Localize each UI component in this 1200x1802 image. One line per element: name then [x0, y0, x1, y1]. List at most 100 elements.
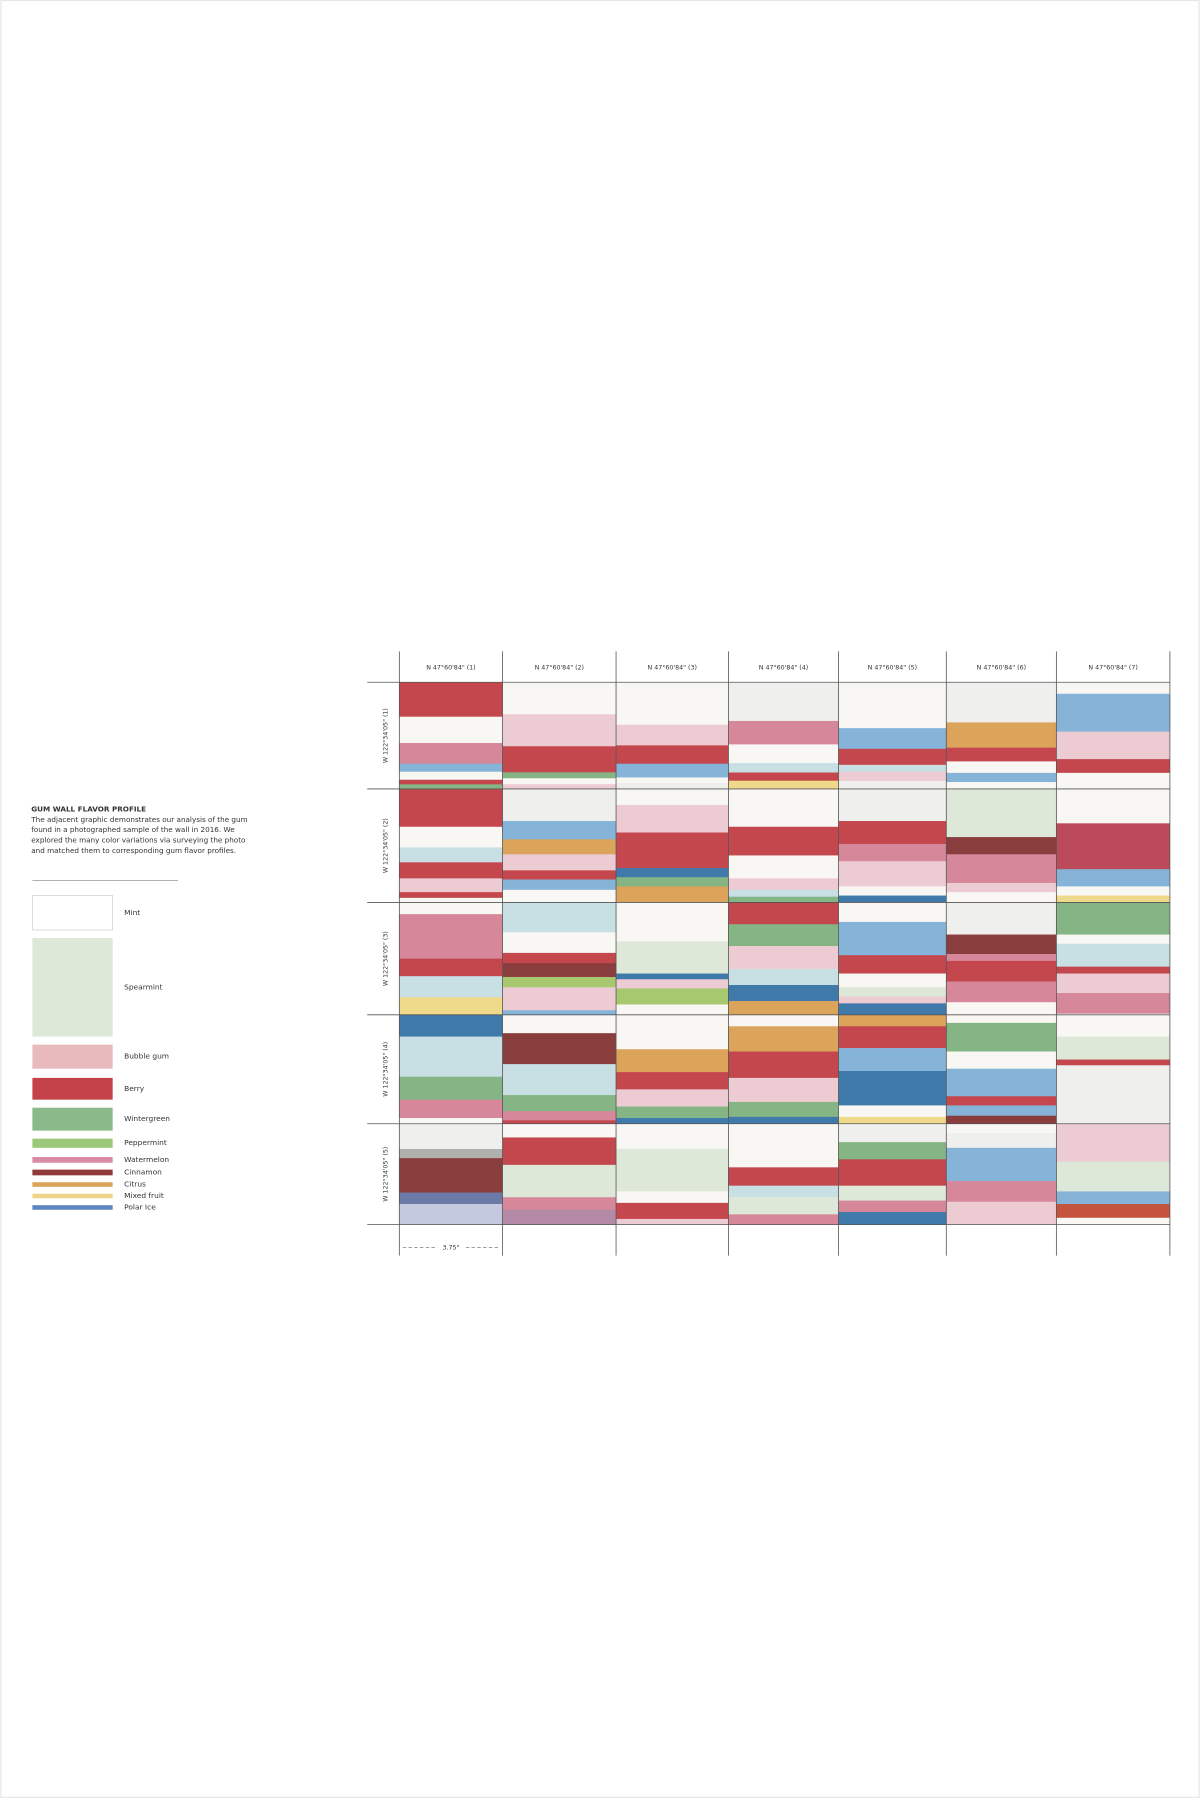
gum-stripe: [502, 902, 617, 933]
gum-stripe: [728, 878, 839, 891]
gum-stripe: [399, 1036, 503, 1078]
gum-stripe: [616, 788, 729, 806]
gum-stripe: [838, 902, 947, 923]
gum-stripe: [1056, 973, 1170, 994]
gum-stripe: [838, 1116, 947, 1125]
gum-stripe: [728, 780, 839, 790]
gum-stripe: [502, 839, 617, 855]
gum-stripe: [502, 1033, 617, 1065]
gum-stripe: [1056, 943, 1170, 967]
column-header: N 47°60'84" (2): [535, 663, 584, 671]
legend-label: Cinnamon: [124, 1167, 162, 1176]
gum-stripe: [616, 1118, 729, 1125]
dimension-label: 3.75": [442, 1245, 459, 1252]
gum-stripe: [502, 1164, 617, 1198]
gum-stripe: [728, 1116, 839, 1125]
gum-stripe: [838, 861, 947, 887]
gum-stripe: [616, 1106, 729, 1119]
gum-stripe: [616, 1014, 729, 1050]
gum-stripe: [1056, 682, 1170, 695]
gum-stripe: [399, 682, 503, 718]
gum-stripe: [502, 1014, 617, 1034]
gum-stripe: [728, 744, 839, 764]
gum-stripe: [616, 886, 729, 903]
gum-stripe: [838, 1159, 947, 1187]
column-header: N 47°60'84" (5): [868, 663, 917, 671]
gum-stripe: [616, 1218, 729, 1226]
gum-stripe: [1056, 1013, 1170, 1016]
legend-swatch: [32, 1077, 113, 1100]
row-header: W 122°34'05" (3): [382, 931, 390, 986]
legend-label: Berry: [124, 1084, 145, 1093]
gum-stripe: [399, 1148, 503, 1159]
gum-stripe: [502, 682, 617, 715]
gum-stripe: [616, 877, 729, 887]
gum-stripe: [1056, 1161, 1170, 1192]
description-line: The adjacent graphic demonstrates our an…: [30, 815, 247, 824]
legend-swatch: [32, 1157, 113, 1163]
gum-stripe: [1056, 693, 1170, 732]
gum-stripe: [1056, 902, 1170, 935]
legend-swatch: [32, 1193, 113, 1199]
gum-stripe: [1056, 886, 1170, 896]
legend-swatch: [32, 937, 113, 1037]
gum-stripe: [946, 892, 1057, 903]
gum-stripe: [946, 1201, 1057, 1226]
gum-stripe: [728, 855, 839, 879]
gum-stripe: [616, 1148, 729, 1192]
gum-stripe: [1056, 1217, 1170, 1226]
gum-stripe: [838, 1026, 947, 1049]
gum-stripe: [946, 1181, 1057, 1203]
legend-label: Polar Ice: [124, 1202, 156, 1211]
description-line: found in a photographed sample of the wa…: [31, 825, 235, 834]
gum-stripe: [616, 832, 729, 869]
gum-stripe: [616, 902, 729, 942]
legend-swatch: [32, 1182, 113, 1187]
column-header: N 47°60'84" (6): [977, 663, 1026, 671]
gum-stripe: [502, 976, 617, 988]
legend-label: Mint: [124, 908, 140, 917]
column-header: N 47°60'84" (1): [426, 663, 475, 671]
gum-stripe: [502, 1137, 617, 1166]
gum-stripe: [399, 1123, 503, 1150]
gum-stripe: [946, 902, 1057, 935]
gum-stripe: [1056, 1191, 1170, 1205]
legend-swatch: [32, 895, 114, 931]
gum-stripe: [728, 1185, 839, 1198]
row-header: W 122°34'05" (2): [382, 818, 390, 873]
gum-stripe: [946, 960, 1057, 982]
gum-stripe: [399, 1192, 503, 1205]
gum-stripe: [946, 722, 1057, 748]
gum-stripe: [838, 987, 947, 997]
gum-stripe: [838, 955, 947, 974]
gum-stripe: [838, 1185, 947, 1201]
gum-stripe: [616, 745, 729, 765]
legend-swatch: [32, 1169, 113, 1176]
gum-stripe: [616, 1004, 729, 1016]
legend-swatch: [32, 1205, 113, 1210]
gum-stripe: [728, 1014, 839, 1027]
gum-stripe: [728, 682, 839, 722]
title: GUM WALL FLAVOR PROFILE: [31, 805, 146, 814]
gum-stripe: [728, 1001, 839, 1016]
legend-label: Bubble gum: [124, 1052, 169, 1061]
gum-stripe: [616, 1049, 729, 1073]
gum-stripe: [838, 788, 947, 822]
gum-stripe: [502, 746, 617, 773]
gum-stripe: [838, 748, 947, 766]
gum-stripe: [502, 1010, 617, 1016]
gum-stripe: [728, 1077, 839, 1103]
gum-stripe: [946, 1096, 1057, 1106]
legend-swatch: [32, 1138, 113, 1148]
gum-stripe: [1056, 1059, 1170, 1066]
gum-stripe: [502, 784, 617, 790]
gum-stripe: [502, 932, 617, 954]
gum-stripe: [838, 996, 947, 1004]
gum-stripe: [399, 1118, 503, 1125]
gum-stripe: [728, 968, 839, 986]
gum-stripe: [1056, 1014, 1170, 1037]
gum-stripe: [1056, 934, 1170, 945]
column-header: N 47°60'84" (3): [648, 663, 697, 671]
legend-label: Citrus: [124, 1180, 146, 1189]
